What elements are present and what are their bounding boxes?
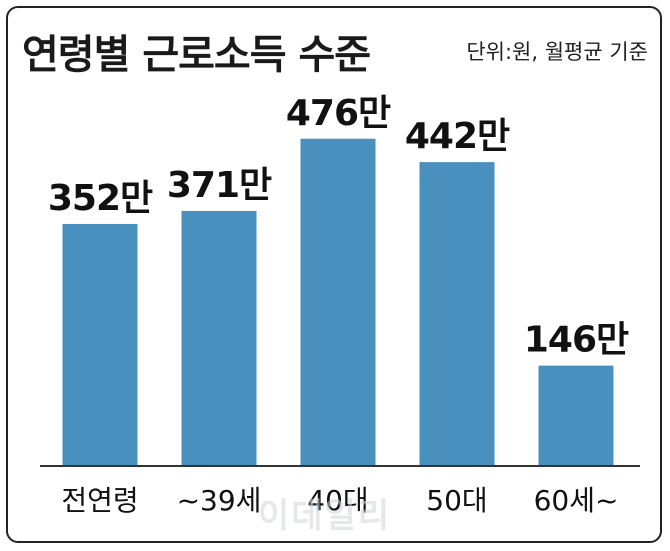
category-label-1: ~39세 <box>177 484 262 517</box>
watermark-text: 이데일리 <box>258 496 392 536</box>
bar-1 <box>181 210 257 466</box>
category-label-4: 60세~ <box>534 484 619 517</box>
bar-value-label-0: 352만 <box>48 178 153 219</box>
bar-2 <box>300 138 376 466</box>
category-label-2: 40대 <box>307 484 368 517</box>
chart-subtitle: 단위:원, 월평균 기준 <box>466 40 648 64</box>
bar-value-label-4: 146만 <box>524 320 629 361</box>
bar-3 <box>419 162 495 466</box>
category-label-0: 전연령 <box>61 484 138 517</box>
category-labels-group: 전연령 ~39세 40대 50대 60세~ <box>61 484 618 517</box>
bar-0 <box>62 224 138 466</box>
chart-title: 연령별 근로소득 수준 <box>22 32 371 78</box>
bar-value-label-1: 371만 <box>167 165 272 206</box>
category-label-3: 50대 <box>426 484 487 517</box>
bar-4 <box>538 365 614 466</box>
bar-value-label-2: 476만 <box>286 93 391 134</box>
bars-group: 352만 371만 476만 442만 146만 <box>48 93 630 466</box>
bar-value-label-3: 442만 <box>405 116 510 157</box>
